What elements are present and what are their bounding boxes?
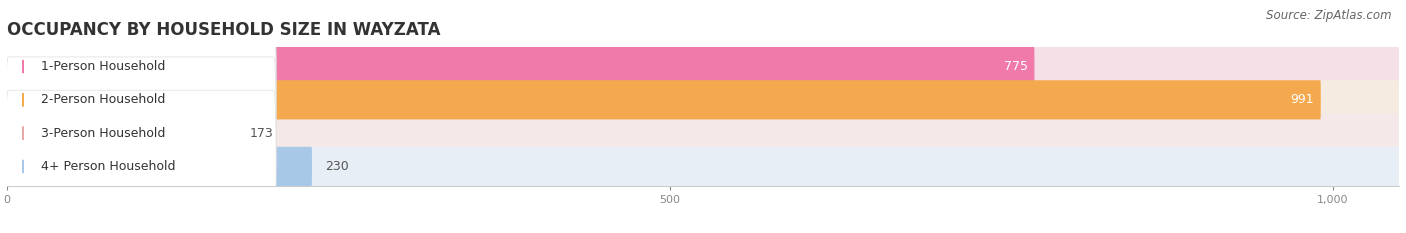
Text: 2-Person Household: 2-Person Household [42,93,166,106]
FancyBboxPatch shape [7,80,1320,120]
Text: Source: ZipAtlas.com: Source: ZipAtlas.com [1267,9,1392,22]
Text: 1-Person Household: 1-Person Household [42,60,166,73]
Text: OCCUPANCY BY HOUSEHOLD SIZE IN WAYZATA: OCCUPANCY BY HOUSEHOLD SIZE IN WAYZATA [7,21,440,39]
FancyBboxPatch shape [7,47,1399,86]
FancyBboxPatch shape [6,0,276,143]
Text: 775: 775 [1004,60,1028,73]
FancyBboxPatch shape [7,113,1399,153]
Text: 230: 230 [325,160,349,173]
Text: 173: 173 [250,127,273,140]
Text: 4+ Person Household: 4+ Person Household [42,160,176,173]
FancyBboxPatch shape [7,80,1399,120]
Text: 3-Person Household: 3-Person Household [42,127,166,140]
FancyBboxPatch shape [6,24,276,176]
Text: 991: 991 [1291,93,1315,106]
FancyBboxPatch shape [6,57,276,209]
FancyBboxPatch shape [6,90,276,233]
FancyBboxPatch shape [7,113,236,153]
FancyBboxPatch shape [7,147,312,186]
FancyBboxPatch shape [7,47,1035,86]
FancyBboxPatch shape [7,147,1399,186]
